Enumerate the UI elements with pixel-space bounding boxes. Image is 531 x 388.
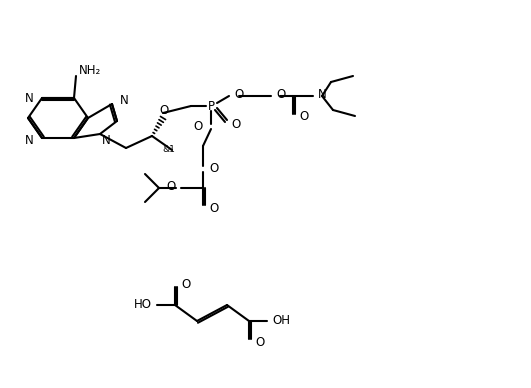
Text: &1: &1 bbox=[162, 146, 175, 154]
Text: N: N bbox=[318, 88, 327, 102]
Text: O: O bbox=[181, 277, 190, 291]
Text: N: N bbox=[120, 95, 129, 107]
Text: P: P bbox=[208, 99, 215, 113]
Text: N: N bbox=[102, 135, 111, 147]
Text: O: O bbox=[255, 336, 264, 348]
Text: O: O bbox=[209, 161, 218, 175]
Text: O: O bbox=[167, 180, 176, 194]
Text: N: N bbox=[25, 133, 34, 147]
Text: N: N bbox=[25, 92, 34, 104]
Text: O: O bbox=[234, 88, 243, 102]
Text: HO: HO bbox=[134, 298, 152, 312]
Text: O: O bbox=[299, 111, 309, 123]
Text: O: O bbox=[194, 120, 203, 132]
Text: O: O bbox=[159, 104, 169, 116]
Text: O: O bbox=[231, 118, 240, 130]
Text: OH: OH bbox=[272, 315, 290, 327]
Text: O: O bbox=[276, 88, 285, 102]
Text: NH₂: NH₂ bbox=[79, 64, 101, 76]
Text: O: O bbox=[209, 201, 218, 215]
